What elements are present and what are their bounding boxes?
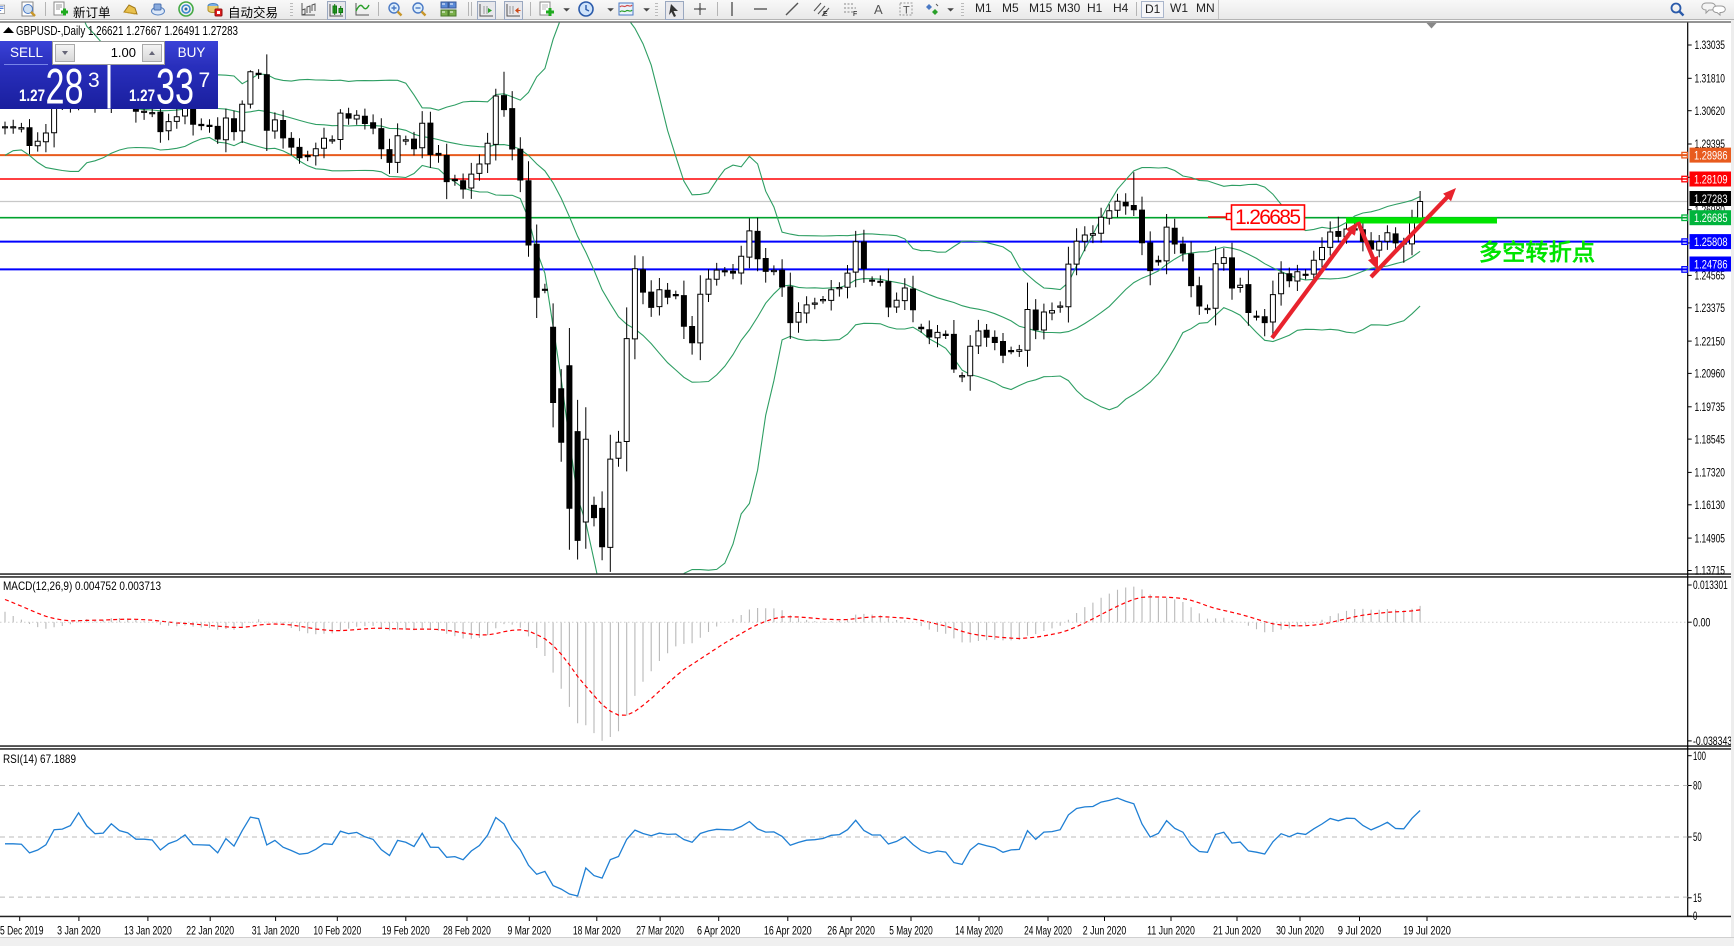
svg-text:5 May 2020: 5 May 2020 [889, 924, 933, 938]
svg-text:10 Feb 2020: 10 Feb 2020 [313, 924, 361, 938]
svg-text:31 Jan 2020: 31 Jan 2020 [252, 924, 300, 938]
svg-text:GBPUSD-,Daily 1.26621 1.27667: GBPUSD-,Daily 1.26621 1.27667 1.26491 1.… [16, 24, 238, 38]
svg-text:1.27283: 1.27283 [1694, 192, 1728, 206]
svg-text:1.18545: 1.18545 [1695, 432, 1726, 446]
svg-text:0.013301: 0.013301 [1693, 578, 1728, 592]
svg-text:13 Jan 2020: 13 Jan 2020 [124, 924, 172, 938]
svg-text:E: E [823, 11, 828, 18]
svg-text:28 Feb 2020: 28 Feb 2020 [443, 924, 491, 938]
svg-text:RSI(14) 67.1889: RSI(14) 67.1889 [3, 752, 76, 766]
svg-text:MACD(12,26,9) 0.004752 0.00371: MACD(12,26,9) 0.004752 0.003713 [3, 579, 161, 593]
svg-text:21 Jun 2020: 21 Jun 2020 [1213, 924, 1261, 938]
svg-text:多空转折点: 多空转折点 [1479, 239, 1595, 265]
svg-text:1.28109: 1.28109 [1694, 172, 1728, 186]
svg-text:11 Jun 2020: 11 Jun 2020 [1147, 924, 1195, 938]
svg-text:1.24786: 1.24786 [1694, 257, 1728, 271]
svg-text:1.20960: 1.20960 [1695, 367, 1726, 381]
svg-text:14 May 2020: 14 May 2020 [955, 924, 1003, 938]
svg-text:1.26685: 1.26685 [1694, 211, 1728, 225]
svg-text:F: F [853, 11, 857, 18]
svg-text:1.23375: 1.23375 [1695, 301, 1726, 315]
svg-text:A: A [874, 2, 883, 17]
svg-text:1.25808: 1.25808 [1694, 235, 1728, 249]
svg-text:1.16130: 1.16130 [1695, 498, 1726, 512]
svg-text:1.14905: 1.14905 [1695, 531, 1726, 545]
svg-text:19 Feb 2020: 19 Feb 2020 [382, 924, 430, 938]
svg-text:7: 7 [199, 69, 211, 92]
svg-text:22 Jan 2020: 22 Jan 2020 [186, 924, 234, 938]
svg-text:9 Mar 2020: 9 Mar 2020 [508, 924, 552, 938]
svg-text:0.00: 0.00 [1693, 615, 1711, 629]
svg-text:1.27: 1.27 [129, 87, 155, 105]
svg-text:-0.038343: -0.038343 [1693, 734, 1732, 748]
svg-text:1.19735: 1.19735 [1695, 400, 1726, 414]
svg-text:26 Apr 2020: 26 Apr 2020 [827, 924, 875, 938]
svg-text:5 Dec 2019: 5 Dec 2019 [0, 924, 44, 938]
svg-text:30 Jun 2020: 30 Jun 2020 [1276, 924, 1324, 938]
svg-text:1.28986: 1.28986 [1694, 148, 1728, 162]
svg-text:2 Jun 2020: 2 Jun 2020 [1083, 924, 1127, 938]
svg-text:6 Apr 2020: 6 Apr 2020 [697, 924, 741, 938]
svg-text:T: T [903, 5, 910, 17]
svg-text:1.31810: 1.31810 [1695, 72, 1726, 86]
svg-text:1.24565: 1.24565 [1695, 269, 1726, 283]
svg-text:1.27: 1.27 [19, 87, 45, 105]
svg-text:3 Jan 2020: 3 Jan 2020 [57, 924, 101, 938]
svg-text:24 May 2020: 24 May 2020 [1024, 924, 1072, 938]
svg-text:50: 50 [1693, 830, 1702, 844]
svg-text:1.33035: 1.33035 [1695, 38, 1726, 52]
svg-text:16 Apr 2020: 16 Apr 2020 [764, 924, 812, 938]
svg-text:27 Mar 2020: 27 Mar 2020 [636, 924, 684, 938]
svg-text:19 Jul 2020: 19 Jul 2020 [1403, 924, 1451, 938]
svg-text:3: 3 [88, 69, 100, 92]
svg-text:80: 80 [1693, 779, 1702, 793]
svg-text:1.13715: 1.13715 [1695, 564, 1726, 578]
svg-text:15: 15 [1693, 891, 1702, 905]
svg-text:33: 33 [156, 65, 194, 109]
svg-text:1.30620: 1.30620 [1695, 104, 1726, 118]
svg-text:28: 28 [46, 65, 84, 109]
svg-text:100: 100 [1693, 749, 1706, 763]
svg-text:0: 0 [1693, 909, 1698, 923]
svg-text:9 Jul 2020: 9 Jul 2020 [1338, 924, 1382, 938]
svg-text:1.26685: 1.26685 [1235, 206, 1301, 229]
svg-text:18 Mar 2020: 18 Mar 2020 [573, 924, 621, 938]
svg-text:1.22150: 1.22150 [1695, 334, 1726, 348]
svg-text:1.17320: 1.17320 [1695, 466, 1726, 480]
